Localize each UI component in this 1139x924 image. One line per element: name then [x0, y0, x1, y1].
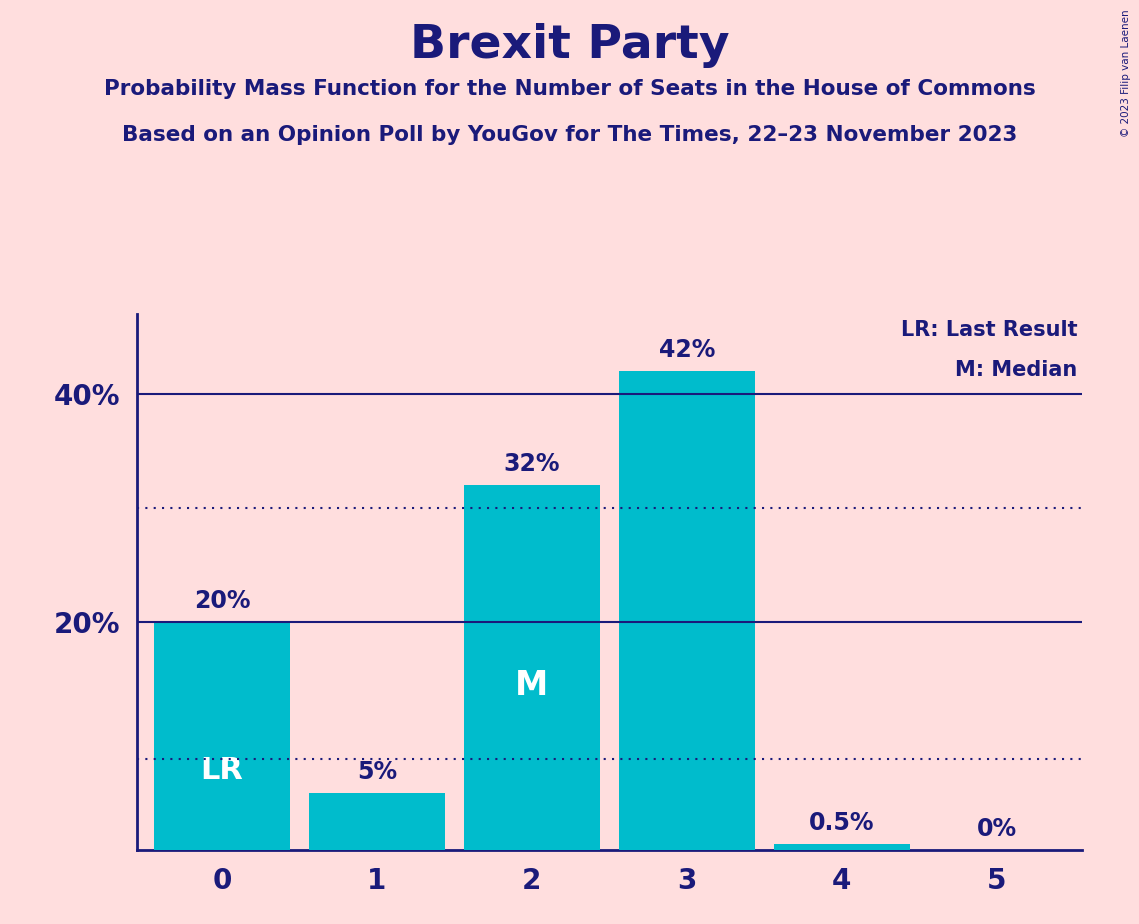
Text: 42%: 42% [658, 338, 715, 362]
Text: Based on an Opinion Poll by YouGov for The Times, 22–23 November 2023: Based on an Opinion Poll by YouGov for T… [122, 125, 1017, 145]
Text: 32%: 32% [503, 452, 560, 476]
Text: 0.5%: 0.5% [809, 811, 875, 835]
Text: Brexit Party: Brexit Party [410, 23, 729, 68]
Text: 20%: 20% [194, 589, 251, 613]
Bar [773, 845, 910, 850]
Bar [309, 793, 445, 850]
Text: Probability Mass Function for the Number of Seats in the House of Commons: Probability Mass Function for the Number… [104, 79, 1035, 99]
Text: 0%: 0% [977, 817, 1017, 841]
Text: LR: LR [200, 756, 244, 784]
Text: M: Median: M: Median [956, 359, 1077, 380]
Bar [464, 485, 600, 850]
Text: LR: Last Result: LR: Last Result [901, 320, 1077, 340]
Text: 5%: 5% [357, 760, 398, 784]
Bar [618, 371, 755, 850]
Bar [154, 622, 290, 850]
Text: © 2023 Filip van Laenen: © 2023 Filip van Laenen [1121, 9, 1131, 137]
Text: M: M [515, 669, 549, 702]
